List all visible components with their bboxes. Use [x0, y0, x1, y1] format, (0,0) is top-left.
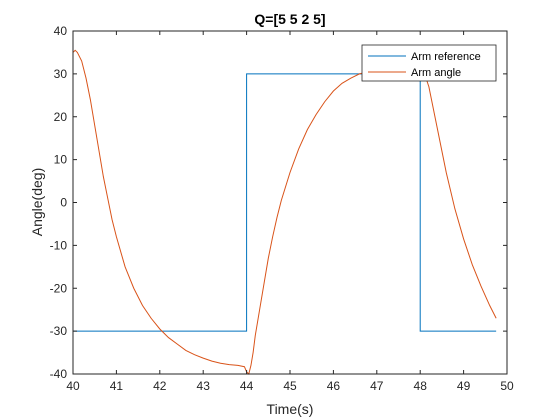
- y-tick-label: 0: [60, 196, 67, 210]
- legend-box: [361, 44, 497, 82]
- legend-label-arm-reference: Arm reference: [411, 51, 481, 63]
- x-axis-label: Time(s): [267, 401, 314, 417]
- y-tick-label: -30: [50, 324, 68, 338]
- x-tick-label: 47: [370, 379, 384, 393]
- y-tick-label: 40: [54, 24, 68, 38]
- x-tick-label: 44: [240, 379, 254, 393]
- plot-area: [73, 31, 507, 374]
- ticks-layer: 40 41 42 43 44 45 46 47 48 49 50 -40 -30 -20 -10 0 10 20 3…: [50, 24, 514, 393]
- chart-title: Q=[5 5 2 5]: [254, 11, 325, 27]
- x-tick-label: 50: [500, 379, 514, 393]
- y-tick-label: -40: [50, 367, 68, 381]
- x-tick-label: 48: [414, 379, 428, 393]
- y-tick-label: 30: [54, 67, 68, 81]
- series-line-arm-reference: [73, 73, 497, 332]
- y-tick-label: 10: [54, 153, 68, 167]
- y-tick-label: -20: [50, 281, 68, 295]
- y-tick-label: 20: [54, 110, 68, 124]
- y-tick-label: -10: [50, 238, 68, 252]
- x-tick-label: 46: [327, 379, 341, 393]
- x-tick-label: 49: [457, 379, 471, 393]
- legend-label-arm-angle: Arm angle: [411, 67, 461, 79]
- x-tick-label: 40: [66, 379, 80, 393]
- x-tick-label: 45: [283, 379, 297, 393]
- x-tick-label: 41: [110, 379, 124, 393]
- x-tick-label: 42: [153, 379, 167, 393]
- x-tick-label: 43: [197, 379, 211, 393]
- legend: Arm reference Arm angle: [361, 44, 497, 82]
- y-axis-label: Angle(deg): [29, 168, 45, 237]
